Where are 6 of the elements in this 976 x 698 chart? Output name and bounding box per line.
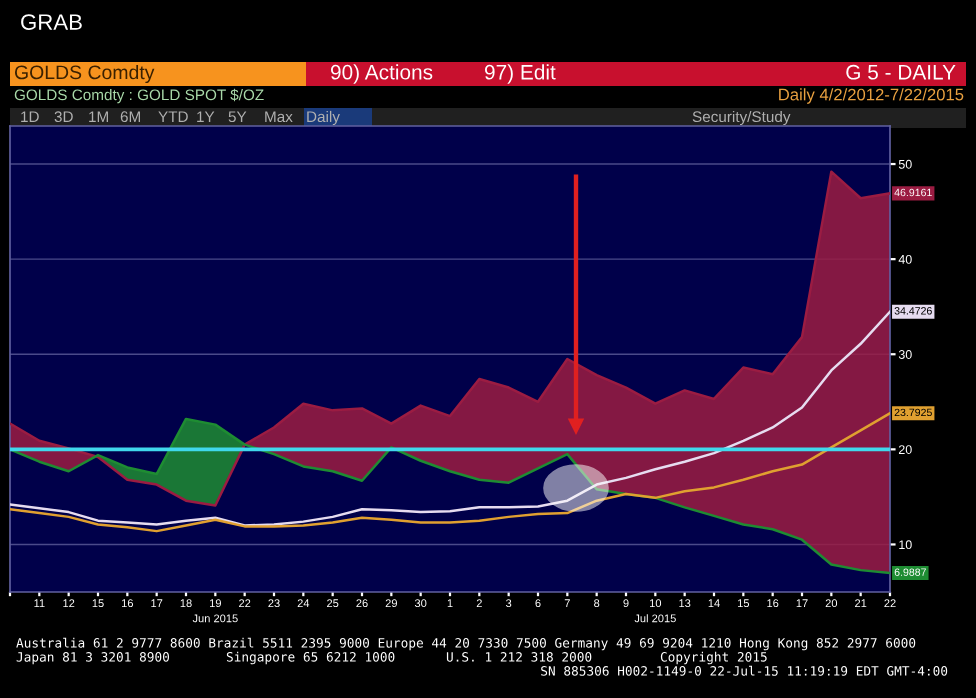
text: GRAB [21,14,82,30]
text: 90) Actions [330,64,433,84]
text: GOLDS Comdty [14,64,155,84]
chart-subtitle: Daily 4/2/2012-7/22/2015 [779,88,964,104]
text: G 5 - DAILY [846,64,956,80]
text: 97) Edit [484,64,556,84]
